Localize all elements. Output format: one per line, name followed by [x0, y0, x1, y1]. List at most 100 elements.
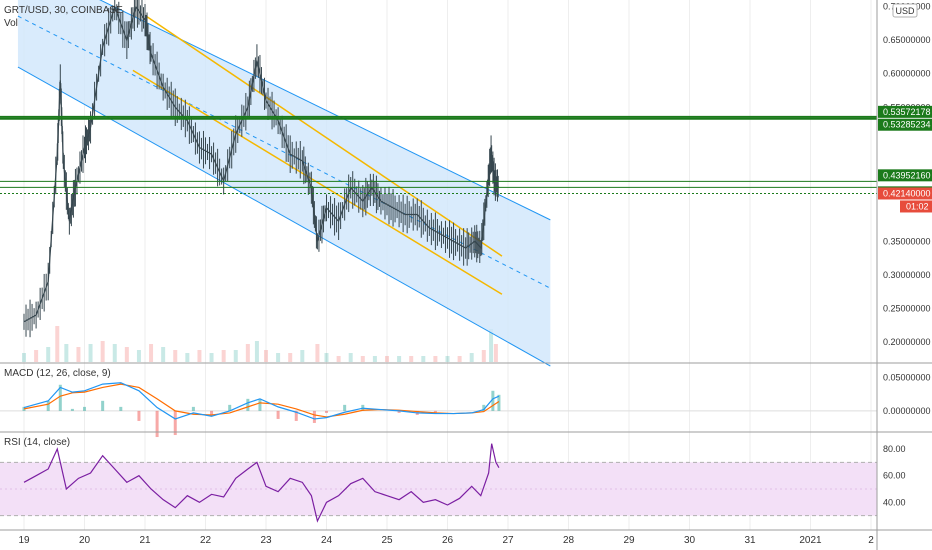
volume-bar — [245, 344, 250, 362]
macd-tick-label: 0.00000000 — [883, 406, 931, 416]
volume-bar — [397, 356, 402, 362]
time-tick-label: 28 — [563, 535, 575, 546]
volume-bar — [22, 353, 26, 362]
volume-bar — [433, 356, 438, 362]
level-price-badge — [878, 118, 932, 131]
macd-histogram-bar — [228, 404, 232, 411]
volume-bar — [300, 350, 305, 362]
macd-histogram-bar — [83, 406, 86, 411]
time-tick-label: 2 — [868, 535, 874, 546]
macd-histogram-bar — [119, 406, 123, 411]
volume-bar — [46, 347, 51, 362]
volume-bar — [489, 329, 494, 362]
volume-bar — [360, 356, 365, 362]
time-tick-label: 27 — [502, 535, 514, 546]
macd-histogram-bar — [210, 410, 214, 415]
volume-bar — [481, 350, 486, 362]
time-tick-label: 30 — [684, 535, 696, 546]
last-price-badge — [878, 187, 932, 200]
rsi-line — [23, 443, 500, 523]
level-price-badge — [878, 169, 932, 182]
price-badges: 0.535721780.532852340.439521600.43047572… — [878, 105, 932, 213]
macd-histogram-bar — [173, 410, 177, 436]
inner-channel-lower-line — [132, 69, 503, 295]
macd-legend: MACD (12, 26, close, 9) — [4, 368, 111, 379]
time-tick-label: 20 — [79, 535, 91, 546]
time-tick-label: 2021 — [799, 535, 822, 546]
macd-histogram-bar — [294, 410, 298, 421]
volume-bar — [315, 344, 320, 362]
currency-button-label: USD — [895, 6, 915, 16]
macd-histogram-bar — [70, 408, 74, 411]
volume-bar — [469, 353, 474, 362]
volume-bar — [348, 353, 353, 362]
volume-bar — [445, 356, 450, 362]
volume-bar — [288, 353, 293, 362]
price-badge-label: 0.42140000 — [883, 188, 931, 198]
rsi-tick-label: 40.00 — [883, 497, 906, 507]
volume-bar — [197, 350, 202, 362]
volume-bar — [493, 344, 498, 362]
channel-upper-line — [99, 0, 551, 221]
volume-bar — [161, 347, 166, 362]
macd-histogram-bar — [246, 398, 250, 411]
volume-bar — [100, 341, 105, 362]
rsi-legend: RSI (14, close) — [4, 437, 70, 448]
macd-histogram-bar — [397, 410, 401, 413]
time-tick-label: 29 — [623, 535, 635, 546]
macd-tick-label: 0.05000000 — [883, 372, 931, 382]
regression-channel[interactable] — [17, 0, 551, 367]
price-tick-label: 0.30000000 — [883, 270, 931, 280]
price-line — [23, 4, 500, 323]
volume-bar — [124, 347, 129, 362]
macd-pane — [0, 382, 877, 438]
price-tick-label: 0.25000000 — [883, 303, 931, 313]
price-badge-label: 0.53572178 — [883, 107, 931, 117]
price-tick-label: 0.60000000 — [883, 69, 931, 79]
macd-histogram-bar — [191, 406, 195, 411]
rsi-tick-label: 60.00 — [883, 471, 906, 481]
time-axis[interactable]: 19 20 21 22 23 24 25 26 27 28 29 30 31 2021 2 — [18, 535, 874, 546]
macd-line — [23, 382, 500, 420]
volume-legend: Vol — [4, 18, 18, 29]
volume-bar — [34, 350, 39, 362]
inner-channel-upper-line — [144, 14, 503, 257]
level-price-badge — [878, 105, 932, 118]
macd-histogram-bar — [433, 410, 437, 413]
horizontal-levels[interactable] — [0, 115, 877, 194]
time-tick-label: 22 — [200, 535, 212, 546]
macd-histogram-bar — [46, 400, 50, 411]
price-tick-label: 0.65000000 — [883, 35, 931, 45]
price-tick-label: 0.20000000 — [883, 337, 931, 347]
macd-histogram-bar — [312, 410, 316, 423]
volume-bar — [276, 353, 281, 362]
volume-bar — [254, 341, 259, 362]
countdown-badge — [900, 200, 932, 213]
macd-histogram-bar — [343, 404, 347, 411]
macd-histogram-bar — [325, 410, 328, 413]
currency-button[interactable]: USD — [892, 3, 918, 18]
price-badge-label: 0.43952160 — [883, 170, 931, 180]
volume-bar — [324, 353, 329, 362]
volume-bar — [76, 347, 81, 362]
volume-bar — [372, 356, 377, 362]
macd-histogram-bar — [137, 410, 141, 421]
volume-bar — [385, 356, 389, 362]
volume-bar — [209, 353, 214, 362]
price-badge-label: 0.53285234 — [883, 120, 931, 130]
volume-bars — [22, 326, 498, 362]
countdown-label: 01:02 — [906, 201, 929, 211]
volume-bar — [149, 344, 154, 362]
time-tick-label: 31 — [744, 535, 756, 546]
time-tick-label: 24 — [321, 535, 333, 546]
volume-bar — [136, 350, 141, 362]
time-tick-label: 26 — [442, 535, 454, 546]
volume-bar — [409, 356, 414, 362]
volume-bar — [457, 356, 462, 362]
macd-histogram-bar — [101, 400, 105, 411]
time-tick-label: 23 — [260, 535, 272, 546]
macd-histogram-bar — [258, 398, 262, 411]
price-series — [23, 0, 500, 338]
volume-bar — [233, 350, 238, 362]
